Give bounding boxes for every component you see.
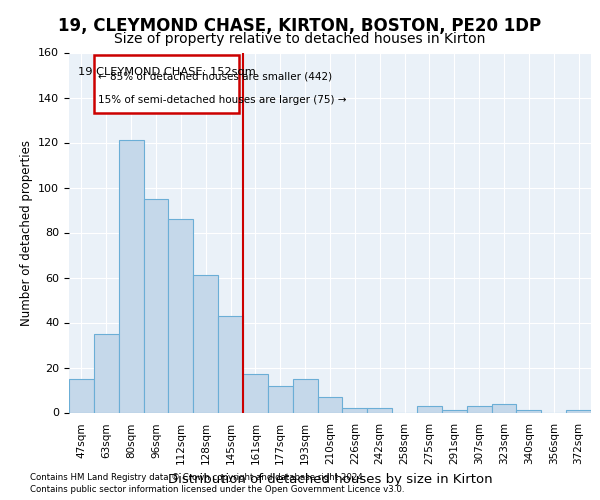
- Bar: [343, 408, 367, 412]
- Text: 19 CLEYMOND CHASE: 152sqm: 19 CLEYMOND CHASE: 152sqm: [77, 67, 256, 77]
- Text: Size of property relative to detached houses in Kirton: Size of property relative to detached ho…: [115, 32, 485, 46]
- Bar: [317, 397, 343, 412]
- Bar: [367, 408, 392, 412]
- Text: Contains public sector information licensed under the Open Government Licence v3: Contains public sector information licen…: [30, 484, 404, 494]
- Bar: [193, 275, 218, 412]
- Text: Contains HM Land Registry data © Crown copyright and database right 2024.: Contains HM Land Registry data © Crown c…: [30, 473, 365, 482]
- Bar: [442, 410, 467, 412]
- Bar: [94, 334, 119, 412]
- Bar: [566, 410, 591, 412]
- Text: ← 85% of detached houses are smaller (442): ← 85% of detached houses are smaller (44…: [98, 71, 332, 81]
- Text: 19, CLEYMOND CHASE, KIRTON, BOSTON, PE20 1DP: 19, CLEYMOND CHASE, KIRTON, BOSTON, PE20…: [58, 18, 542, 36]
- Y-axis label: Number of detached properties: Number of detached properties: [20, 140, 32, 326]
- Text: 15% of semi-detached houses are larger (75) →: 15% of semi-detached houses are larger (…: [98, 95, 346, 105]
- Bar: [119, 140, 143, 412]
- Bar: [517, 410, 541, 412]
- Bar: [467, 406, 491, 412]
- Bar: [243, 374, 268, 412]
- Bar: [218, 316, 243, 412]
- Bar: [169, 219, 193, 412]
- Bar: [491, 404, 517, 412]
- Bar: [268, 386, 293, 412]
- Bar: [143, 198, 169, 412]
- Bar: [417, 406, 442, 412]
- X-axis label: Distribution of detached houses by size in Kirton: Distribution of detached houses by size …: [167, 472, 493, 486]
- Bar: [94, 54, 239, 114]
- Bar: [69, 379, 94, 412]
- Bar: [293, 379, 317, 412]
